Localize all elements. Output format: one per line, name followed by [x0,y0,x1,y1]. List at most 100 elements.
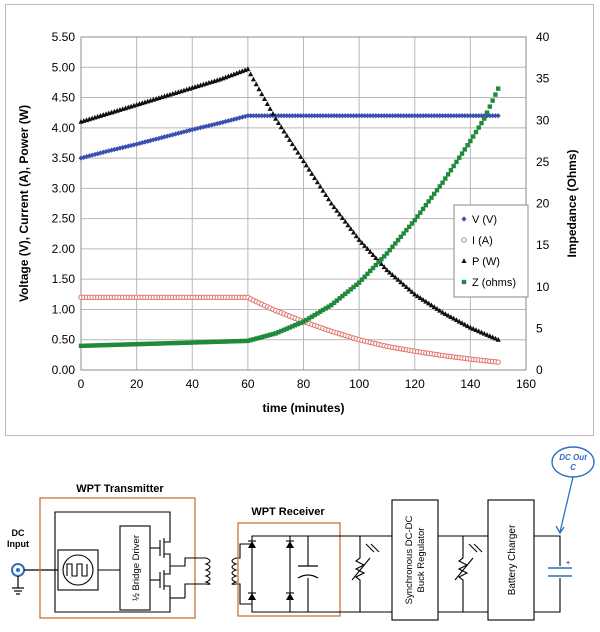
series-p-w-point [384,267,390,273]
series-p-w-point [312,175,318,181]
series-z-ohms-point [317,309,323,314]
series-p-w-point [264,101,270,106]
circuit-diagram: DC Input WPT Transmitter ½ Bridge Driver [7,446,595,621]
series-z-ohms-point [440,180,445,185]
series-p-w-point [476,328,482,334]
series-z-ohms-point [106,342,112,348]
series-p-w-point [253,81,259,87]
series-z-ohms-point [201,339,206,345]
series-p-w-point [453,317,460,323]
series-v-v-point [362,113,368,119]
series-v-v-point [467,113,473,119]
series-v-v-point [417,113,423,119]
series-v-v-point [348,113,354,119]
series-z-ohms-point [393,241,398,246]
series-z-ohms-point [259,334,264,340]
series-z-ohms-point [151,341,156,346]
series-v-v-point [256,113,262,119]
series-z-ohms-point [170,340,175,346]
series-p-w-point [359,240,365,245]
series-p-w-point [303,162,309,168]
series-p-w-point [467,324,473,330]
series-z-ohms-point [387,247,392,253]
series-v-v-point [314,113,321,119]
series-z-ohms-point [493,92,498,97]
x-tick-label: 60 [241,377,255,391]
series-z-ohms-point [126,342,131,347]
series-p-w-point [348,226,354,231]
wpt-receiver: WPT Receiver [237,506,341,617]
series-v-v-point [81,154,87,160]
series-v-v-point [275,113,282,119]
series-p-w-point [367,249,373,254]
variable-resistor-2-icon [454,536,483,612]
series-v-v-point [431,113,437,119]
series-z-ohms-point [454,159,459,165]
series-z-ohms-point [251,337,256,342]
series-p-w-point [442,311,448,316]
series-v-v-point [312,113,318,119]
series-v-v-point [106,148,112,154]
series-p-w-point [337,211,343,217]
series-v-v-point [406,113,412,119]
series-v-v-point [325,113,332,119]
series-p-w-point [459,320,465,326]
x-tick-label: 0 [78,377,85,391]
y-axis-label-right: Impedance (Ohms) [565,149,579,257]
series-z-ohms-point [290,324,295,329]
series-v-v-point [97,150,104,156]
series-z-ohms-point [354,282,359,288]
series-p-w-point [317,183,323,189]
series-p-w-point [417,295,423,300]
series-z-ohms-point [270,331,276,337]
series-v-v-point [456,113,462,119]
series-z-ohms-point [101,342,106,348]
buck-regulator-box [391,499,439,621]
series-z-ohms-point [234,338,239,344]
series-p-w-point [470,326,476,331]
series-v-v-point [317,113,323,119]
series-p-w-point [245,66,251,72]
coupled-coils-icon [204,543,252,605]
series-z-ohms-point [451,163,456,169]
series-v-v-point [453,113,460,119]
series-z-ohms-point [128,342,134,347]
series-z-ohms-point [420,206,426,212]
series-p-w-point [414,293,421,299]
series-v-v-point [445,113,451,119]
series-v-v-point [292,113,298,119]
series-v-v-point [334,113,340,119]
y-tick-label-left: 2.50 [52,212,76,226]
series-z-ohms-point [209,339,214,345]
y-tick-label-right: 30 [536,113,550,127]
legend-box [453,204,529,298]
series-v-v-point [342,113,348,119]
series-p-w-point [423,298,429,304]
series-v-v-point [253,113,259,119]
series-v-v-point [83,154,90,160]
buck-regulator-label-line1: Synchronous DC-DC [404,516,415,605]
dc-out-label-line1: DC Out [559,453,587,462]
series-p-w-point [462,321,468,327]
y-tick-label-left: 1.50 [52,272,76,286]
x-tick-label: 120 [405,377,425,391]
half-bridge-driver-box [119,525,151,611]
series-p-w-point [292,145,298,151]
series-z-ohms-point [98,343,103,348]
chart-panel: 0.00 0.50 1.00 1.50 2.00 2.50 3.00 3.50 4.00 4.50… [5,4,594,436]
series-v-v-point [389,113,396,119]
legend-marker [461,216,467,222]
series-v-v-point [473,113,479,119]
dc-out-bubble [551,446,595,478]
series-v-v-point [78,155,84,161]
series-v-v-point [220,119,226,125]
filter-capacitor-icon [297,565,319,579]
series-p-w-point [306,166,312,172]
y-tick-label-right: 15 [536,238,550,252]
x-tick-label: 80 [297,377,311,391]
series-p-w-point [295,149,301,155]
series-p-w-point [478,329,485,335]
series-v-v-point [248,113,254,119]
series-p-w-point [325,196,332,202]
rectifier-diodes-icon [248,540,294,600]
